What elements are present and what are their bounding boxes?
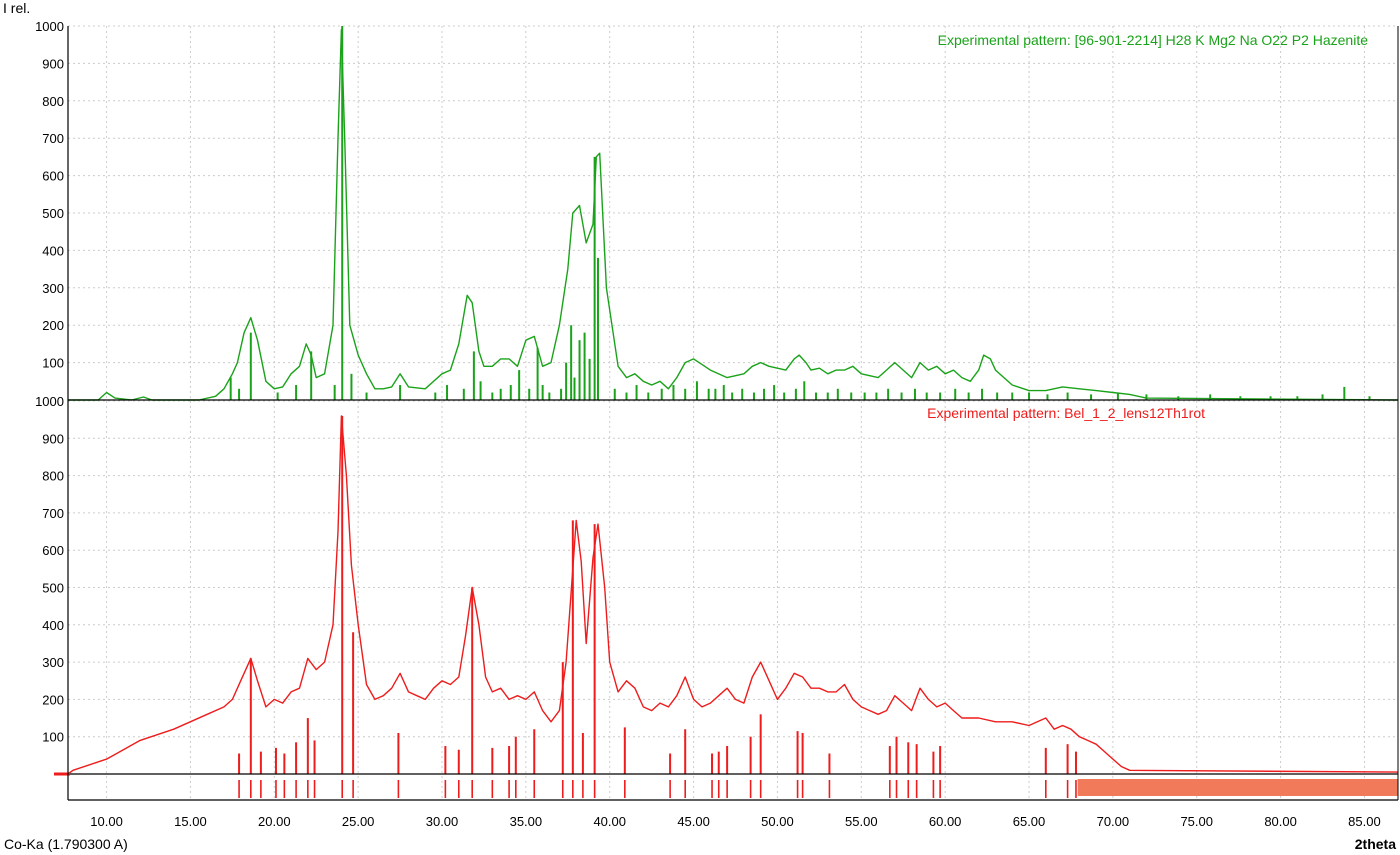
y-tick-label: 800	[42, 94, 64, 109]
top-pattern-label: Experimental pattern: [96-901-2214] H28 …	[938, 32, 1369, 48]
y-tick-label: 1000	[35, 19, 64, 34]
top-pattern-profile	[68, 29, 1399, 401]
pattern-profiles	[67, 29, 1399, 775]
y-tick-label: 300	[42, 281, 64, 296]
x-tick-label: 10.00	[90, 814, 123, 829]
x-tick-label: 40.00	[593, 814, 626, 829]
bottom-pattern-profile	[67, 415, 1399, 775]
radiation-label: Co-Ka (1.790300 A)	[4, 836, 128, 852]
y-tick-label: 100	[42, 730, 64, 745]
y-tick-label: 200	[42, 692, 64, 707]
x-tick-label: 20.00	[258, 814, 291, 829]
x-tick-label: 85.00	[1348, 814, 1381, 829]
x-tick-label: 45.00	[677, 814, 710, 829]
y-tick-label: 700	[42, 506, 64, 521]
y-tick-label: 600	[42, 543, 64, 558]
y-tick-label: 800	[42, 469, 64, 484]
x-tick-label: 60.00	[929, 814, 962, 829]
y-tick-label: 500	[42, 581, 64, 596]
y-tick-label: 400	[42, 243, 64, 258]
x-tick-label: 70.00	[1097, 814, 1130, 829]
x-tick-label: 30.00	[426, 814, 459, 829]
x-tick-label: 80.00	[1264, 814, 1297, 829]
excluded-region-layer	[1077, 779, 1398, 796]
y-tick-label: 300	[42, 655, 64, 670]
peak-sticks	[229, 26, 1371, 798]
grid	[68, 25, 1398, 800]
y-tick-label: 400	[42, 618, 64, 633]
x-tick-label: 50.00	[761, 814, 794, 829]
x-tick-label: 15.00	[174, 814, 207, 829]
y-tick-label: 900	[42, 56, 64, 71]
excluded-region-bar	[1077, 779, 1398, 796]
x-tick-label: 35.00	[510, 814, 543, 829]
y-tick-label: 500	[42, 206, 64, 221]
x-tick-label: 75.00	[1180, 814, 1213, 829]
y-tick-label: 200	[42, 318, 64, 333]
x-tick-label: 25.00	[342, 814, 375, 829]
y-tick-label: 700	[42, 131, 64, 146]
y-tick-label: 1000	[35, 394, 64, 409]
y-axis-title: I rel.	[3, 0, 30, 16]
y-tick-label: 900	[42, 431, 64, 446]
x-axis-title: 2theta	[1355, 836, 1396, 852]
tick-labels: 10.00 15.00 20.00 25.00 30.00 35.00 40.00 45.00…	[35, 19, 1381, 829]
x-tick-label: 65.00	[1013, 814, 1046, 829]
bottom-pattern-label: Experimental pattern: Bel_1_2_lens12Th1r…	[927, 405, 1205, 421]
y-tick-label: 600	[42, 169, 64, 184]
axes-frame	[54, 26, 1399, 801]
x-tick-label: 55.00	[845, 814, 878, 829]
y-tick-label: 100	[42, 356, 64, 371]
